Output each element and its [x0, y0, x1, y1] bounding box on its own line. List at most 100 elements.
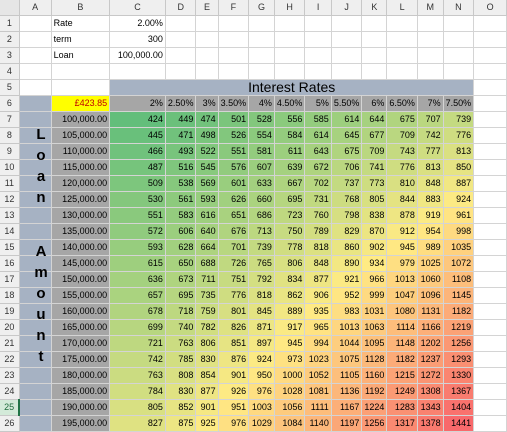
payment-cell[interactable]: 1215: [386, 367, 418, 384]
cell-a5[interactable]: [19, 79, 52, 96]
payment-cell[interactable]: 726: [218, 255, 250, 272]
payment-cell[interactable]: 678: [109, 303, 166, 320]
payment-cell[interactable]: 773: [361, 175, 388, 192]
payment-cell[interactable]: 1000: [274, 367, 306, 384]
cell-h3[interactable]: [274, 47, 306, 64]
payment-cell[interactable]: 798: [331, 207, 363, 224]
row-header-11[interactable]: 11: [0, 175, 20, 192]
payment-cell[interactable]: 675: [386, 111, 418, 128]
cell-c1[interactable]: 2.00%: [109, 15, 166, 32]
column-header-b[interactable]: B: [51, 0, 111, 16]
cell-o17[interactable]: [473, 271, 507, 288]
cell-f1[interactable]: [218, 15, 250, 32]
cell-e1[interactable]: [195, 15, 219, 32]
payment-cell[interactable]: 1128: [361, 351, 388, 368]
payment-cell[interactable]: 1237: [417, 351, 444, 368]
rate-header[interactable]: 7.50%: [443, 95, 475, 112]
payment-cell[interactable]: 424: [109, 111, 166, 128]
payment-cell[interactable]: 1256: [443, 335, 475, 352]
payment-cell[interactable]: 1343: [417, 399, 444, 416]
row-header-21[interactable]: 21: [0, 335, 20, 352]
loan-amount-cell[interactable]: 170,000.00: [51, 335, 111, 352]
payment-cell[interactable]: 742: [109, 351, 166, 368]
payment-cell[interactable]: 538: [165, 175, 197, 192]
payment-cell[interactable]: 723: [274, 207, 306, 224]
payment-cell[interactable]: 1330: [443, 367, 475, 384]
payment-cell[interactable]: 593: [109, 239, 166, 256]
payment-cell[interactable]: 1025: [417, 255, 444, 272]
row-header-23[interactable]: 23: [0, 367, 20, 384]
payment-cell[interactable]: 498: [195, 127, 219, 144]
cell-o5[interactable]: [473, 79, 507, 96]
payment-cell[interactable]: 961: [443, 207, 475, 224]
payment-cell[interactable]: 611: [274, 143, 306, 160]
payment-cell[interactable]: 677: [361, 127, 388, 144]
cell-a14[interactable]: [19, 223, 52, 240]
payment-cell[interactable]: 743: [386, 143, 418, 160]
row-header-15[interactable]: 15: [0, 239, 20, 256]
payment-cell[interactable]: 561: [165, 191, 197, 208]
payment-cell[interactable]: 792: [248, 271, 275, 288]
payment-cell[interactable]: 902: [361, 239, 388, 256]
payment-cell[interactable]: 818: [304, 239, 332, 256]
cell-a2[interactable]: [19, 31, 52, 48]
payment-cell[interactable]: 1028: [274, 383, 306, 400]
cell-i4[interactable]: [304, 63, 332, 80]
column-header-c[interactable]: C: [109, 0, 166, 16]
row-header-26[interactable]: 26: [0, 415, 20, 432]
payment-cell[interactable]: 614: [331, 111, 363, 128]
payment-cell[interactable]: 751: [218, 271, 250, 288]
column-header-f[interactable]: F: [218, 0, 250, 16]
cell-a9[interactable]: [19, 143, 52, 160]
payment-cell[interactable]: 954: [417, 223, 444, 240]
payment-cell[interactable]: 628: [165, 239, 197, 256]
payment-cell[interactable]: 778: [274, 239, 306, 256]
payment-cell[interactable]: 1202: [417, 335, 444, 352]
row-header-10[interactable]: 10: [0, 159, 20, 176]
payment-cell[interactable]: 1224: [361, 399, 388, 416]
payment-cell[interactable]: 1003: [248, 399, 275, 416]
payment-cell[interactable]: 998: [443, 223, 475, 240]
payment-cell[interactable]: 805: [361, 191, 388, 208]
payment-cell[interactable]: 999: [361, 287, 388, 304]
payment-cell[interactable]: 740: [165, 319, 197, 336]
payment-cell[interactable]: 471: [165, 127, 197, 144]
payment-cell[interactable]: 676: [218, 223, 250, 240]
payment-cell[interactable]: 584: [274, 127, 306, 144]
payment-cell[interactable]: 877: [304, 271, 332, 288]
cell-l3[interactable]: [386, 47, 418, 64]
payment-cell[interactable]: 626: [218, 191, 250, 208]
payment-cell[interactable]: 660: [248, 191, 275, 208]
cell-d1[interactable]: [165, 15, 197, 32]
payment-cell[interactable]: 741: [361, 159, 388, 176]
cell-a18[interactable]: [19, 287, 52, 304]
row-header-3[interactable]: 3: [0, 47, 20, 64]
row-header-2[interactable]: 2: [0, 31, 20, 48]
payment-cell[interactable]: 917: [274, 319, 306, 336]
rate-header[interactable]: 4.50%: [274, 95, 306, 112]
payment-cell[interactable]: 688: [195, 255, 219, 272]
payment-cell[interactable]: 583: [165, 207, 197, 224]
row-header-14[interactable]: 14: [0, 223, 20, 240]
payment-cell[interactable]: 830: [195, 351, 219, 368]
cell-o14[interactable]: [473, 223, 507, 240]
payment-cell[interactable]: 876: [218, 351, 250, 368]
payment-cell[interactable]: 1105: [331, 367, 363, 384]
payment-cell[interactable]: 695: [274, 191, 306, 208]
payment-cell[interactable]: 1192: [361, 383, 388, 400]
payment-cell[interactable]: 785: [165, 351, 197, 368]
payment-cell[interactable]: 731: [304, 191, 332, 208]
payment-cell[interactable]: 672: [304, 159, 332, 176]
cell-a26[interactable]: [19, 415, 52, 432]
payment-cell[interactable]: 1148: [386, 335, 418, 352]
cell-f4[interactable]: [218, 63, 250, 80]
cell-n3[interactable]: [443, 47, 475, 64]
cell-l1[interactable]: [386, 15, 418, 32]
payment-cell[interactable]: 1084: [274, 415, 306, 432]
payment-cell[interactable]: 711: [195, 271, 219, 288]
cell-a8[interactable]: [19, 127, 52, 144]
rate-header[interactable]: 7%: [417, 95, 444, 112]
payment-cell[interactable]: 763: [109, 367, 166, 384]
payment-cell[interactable]: 718: [165, 303, 197, 320]
payment-cell[interactable]: 1404: [443, 399, 475, 416]
